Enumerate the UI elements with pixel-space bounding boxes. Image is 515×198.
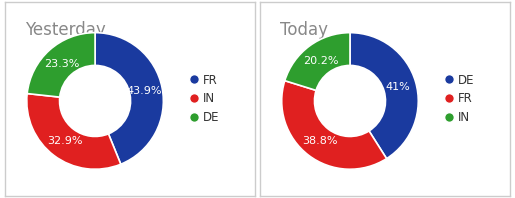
Legend: FR, IN, DE: FR, IN, DE	[191, 74, 219, 124]
Text: Yesterday: Yesterday	[25, 21, 106, 39]
Legend: DE, FR, IN: DE, FR, IN	[446, 74, 474, 124]
Text: Today: Today	[280, 21, 328, 39]
